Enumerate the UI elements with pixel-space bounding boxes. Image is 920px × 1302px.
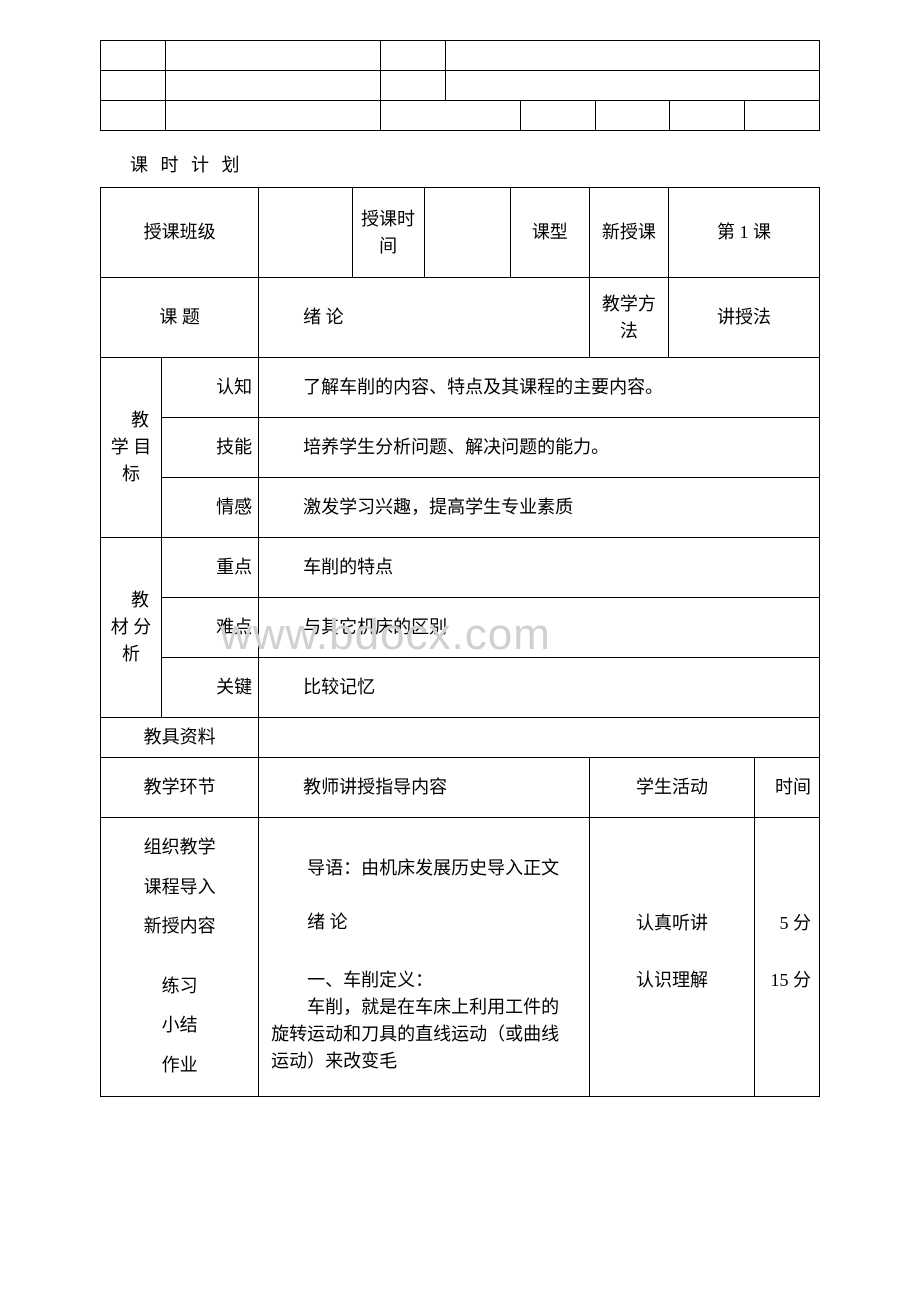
col-teacher: 教师讲授指导内容: [259, 758, 590, 818]
teacher-content-1: 导语：由机床发展历史导入正文 绪 论: [259, 818, 590, 957]
col-student: 学生活动: [589, 758, 754, 818]
blank-cell: [165, 101, 381, 131]
type-label: 课型: [510, 188, 589, 278]
type-value: 新授课: [589, 188, 668, 278]
col-phase: 教学环节: [101, 758, 259, 818]
blank-cell: [446, 71, 820, 101]
blank-cell: [165, 41, 381, 71]
col-time: 时间: [755, 758, 820, 818]
blank-cell: [101, 41, 166, 71]
material-keypoint-label: 关键: [162, 658, 259, 718]
time-2: 15 分: [755, 957, 820, 1096]
blank-cell: [165, 71, 381, 101]
student-activity-2: 认识理解: [589, 957, 754, 1096]
material-difficult-label: 难点: [162, 598, 259, 658]
blank-cell: [745, 101, 820, 131]
blank-cell: [101, 71, 166, 101]
phase-list-2: 练习 小结 作业: [101, 957, 259, 1096]
method-label: 教学方法: [589, 278, 668, 358]
goal-cognition-label: 认知: [162, 358, 259, 418]
lesson-plan-table: 授课班级 授课时间 课型 新授课 第 1 课 课 题 绪 论 教学方法 讲授法 …: [100, 187, 820, 1097]
class-value: [259, 188, 352, 278]
blank-cell: [381, 41, 446, 71]
method-value: 讲授法: [668, 278, 819, 358]
time-label: 授课时间: [352, 188, 424, 278]
teacher-content-2: 一、车削定义： 车削，就是在车床上利用工件的旋转运动和刀具的直线运动（或曲线运动…: [259, 957, 590, 1096]
tools-label: 教具资料: [101, 718, 259, 758]
topic-label: 课 题: [101, 278, 259, 358]
material-key-text: 车削的特点: [259, 538, 820, 598]
time-1: 5 分: [755, 818, 820, 957]
goal-skill-text: 培养学生分析问题、解决问题的能力。: [259, 418, 820, 478]
lesson-number: 第 1 课: [668, 188, 819, 278]
material-group-label: 教材 分析: [101, 538, 162, 718]
material-difficult-text: 与其它机床的区别: [259, 598, 820, 658]
goal-emotion-label: 情感: [162, 478, 259, 538]
time-value: [424, 188, 510, 278]
goal-skill-label: 技能: [162, 418, 259, 478]
blank-cell: [101, 101, 166, 131]
top-blank-table: [100, 40, 820, 131]
section-title: 课 时 计 划: [130, 151, 820, 177]
blank-cell: [520, 101, 595, 131]
blank-cell: [595, 101, 670, 131]
material-keypoint-text: 比较记忆: [259, 658, 820, 718]
blank-cell: [446, 41, 820, 71]
phase-list: 组织教学 课程导入 新授内容: [101, 818, 259, 957]
blank-cell: [381, 101, 520, 131]
goal-emotion-text: 激发学习兴趣，提高学生专业素质: [259, 478, 820, 538]
student-activity-1: 认真听讲: [589, 818, 754, 957]
material-key-label: 重点: [162, 538, 259, 598]
class-label: 授课班级: [101, 188, 259, 278]
topic-value: 绪 论: [259, 278, 590, 358]
goals-group-label: 教学 目标: [101, 358, 162, 538]
blank-cell: [381, 71, 446, 101]
tools-value: [259, 718, 820, 758]
blank-cell: [670, 101, 745, 131]
goal-cognition-text: 了解车削的内容、特点及其课程的主要内容。: [259, 358, 820, 418]
